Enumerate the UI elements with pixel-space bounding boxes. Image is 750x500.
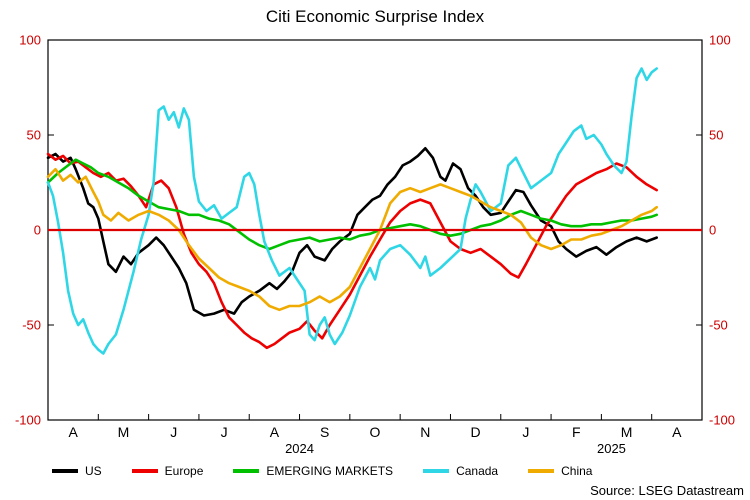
chart-title: Citi Economic Surprise Index	[265, 7, 485, 26]
x-month-label: A	[270, 424, 280, 440]
legend-item-emerging-markets: EMERGING MARKETS	[233, 464, 393, 478]
source-text: Source: LSEG Datastream	[590, 483, 744, 498]
x-month-label: J	[522, 424, 529, 440]
x-month-label: S	[320, 424, 329, 440]
series-line-canada	[46, 67, 659, 355]
legend-swatch-icon	[131, 469, 158, 473]
legend-swatch-icon	[233, 469, 260, 473]
y-tick-label-left: 0	[34, 223, 41, 238]
x-year-label: 2025	[597, 441, 626, 456]
legend-swatch-icon	[423, 469, 450, 473]
chart-legend: US Europe EMERGING MARKETS Canada China	[52, 462, 750, 480]
legend-label: US	[85, 464, 102, 478]
y-tick-label-right: 100	[709, 33, 731, 48]
x-month-label: O	[370, 424, 381, 440]
y-tick-label-left: 50	[27, 128, 41, 143]
series-line-china	[46, 167, 659, 312]
legend-item-china: China	[528, 464, 592, 478]
y-tick-label-left: 100	[19, 33, 41, 48]
legend-item-us: US	[52, 464, 102, 478]
legend-swatch-icon	[52, 469, 78, 473]
y-tick-label-right: -50	[709, 318, 728, 333]
x-month-label: N	[420, 424, 430, 440]
y-tick-label-right: 0	[709, 223, 716, 238]
source-row: Source: LSEG Datastream	[0, 483, 750, 500]
legend-item-canada: Canada	[423, 464, 498, 478]
x-month-label: J	[221, 424, 228, 440]
y-tick-label-right: 50	[709, 128, 723, 143]
series-line-us	[46, 147, 659, 317]
x-month-label: M	[118, 424, 130, 440]
x-month-label: F	[572, 424, 581, 440]
x-month-label: A	[68, 424, 78, 440]
y-tick-label-right: -100	[709, 413, 735, 428]
x-month-label: J	[170, 424, 177, 440]
legend-label: Europe	[164, 464, 204, 478]
series-line-emerging-markets	[46, 158, 659, 251]
x-year-label: 2024	[285, 441, 314, 456]
y-tick-label-left: -50	[22, 318, 41, 333]
legend-label: China	[561, 464, 593, 478]
legend-label: Canada	[456, 464, 499, 478]
legend-swatch-icon	[528, 469, 555, 473]
legend-label: EMERGING MARKETS	[266, 464, 394, 478]
x-month-label: D	[471, 424, 481, 440]
x-month-label: A	[672, 424, 682, 440]
y-tick-label-left: -100	[15, 413, 41, 428]
x-month-label: M	[621, 424, 633, 440]
legend-item-europe: Europe	[131, 464, 204, 478]
